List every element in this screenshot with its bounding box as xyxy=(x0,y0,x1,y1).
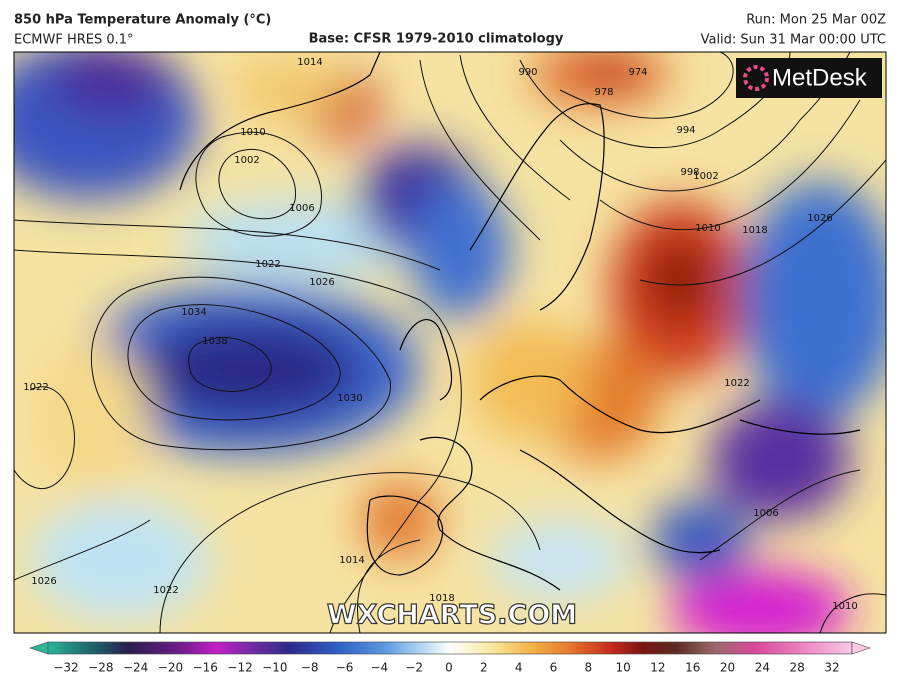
colorbar-label: 24 xyxy=(755,661,770,675)
colorbar-arrow xyxy=(29,641,49,655)
colorbar-label: 20 xyxy=(720,661,735,675)
map: 1014 990 974 978 994 998 1002 1010 1002 … xyxy=(14,52,886,633)
isobar-label: 1018 xyxy=(742,225,767,236)
colorbar-label: 32 xyxy=(824,661,839,675)
isobar-label: 1022 xyxy=(724,378,749,389)
run: Run: Mon 25 Mar 00Z xyxy=(746,13,886,28)
colorbar-label: 6 xyxy=(550,661,558,675)
valid: Valid: Sun 31 Mar 00:00 UTC xyxy=(701,33,886,48)
isobar-label: 1034 xyxy=(181,307,206,318)
isobar-label: 978 xyxy=(594,87,613,98)
colorbar-bar xyxy=(47,641,853,655)
colorbar-label: −8 xyxy=(301,661,319,675)
colorbar-label: −16 xyxy=(193,661,218,675)
isobar-label: 1018 xyxy=(429,593,454,604)
colorbar-label: −28 xyxy=(88,661,113,675)
colorbar-label: 10 xyxy=(615,661,630,675)
isobar-label: 1002 xyxy=(693,171,718,182)
isobar-label: 1010 xyxy=(240,127,265,138)
logo-icon xyxy=(743,65,769,91)
isobar-label: 974 xyxy=(628,67,647,78)
isobar-label: 994 xyxy=(676,125,695,136)
isobar-label: 1038 xyxy=(202,336,227,347)
colorbar-label: −2 xyxy=(405,661,423,675)
isobar-label: 998 xyxy=(680,167,699,178)
colorbar-label: 8 xyxy=(584,661,592,675)
isobar-label: 1030 xyxy=(337,393,362,404)
isobar-label: 1014 xyxy=(339,555,364,566)
isobar-label: 1022 xyxy=(255,259,280,270)
title: 850 hPa Temperature Anomaly (°C) xyxy=(14,13,271,28)
map-frame xyxy=(13,51,887,634)
colorbar-label: 28 xyxy=(790,661,805,675)
isobar-label: 990 xyxy=(518,67,537,78)
isobar-labels: 1014 990 974 978 994 998 1002 1010 1002 … xyxy=(23,57,857,612)
colorbar-label: −6 xyxy=(336,661,354,675)
colorbar-label: −12 xyxy=(227,661,252,675)
logo-box xyxy=(736,58,882,98)
base: Base: CFSR 1979-2010 climatology xyxy=(309,32,564,47)
colorbar-label: 12 xyxy=(650,661,665,675)
isobar-label: 1006 xyxy=(289,203,314,214)
isobar-label: 1026 xyxy=(807,213,832,224)
isobar-label: 1014 xyxy=(297,57,322,68)
model: ECMWF HRES 0.1° xyxy=(14,33,134,48)
isobar-label: 1022 xyxy=(23,382,48,393)
colorbar: −32 −28 −24 −20 −16 −12 −10 −8 −6 −4 −2 0 2 4 6 8 10 12 16… xyxy=(29,641,871,675)
watermark: WXCHARTS.COM xyxy=(327,600,577,631)
colorbar-label: 4 xyxy=(515,661,523,675)
isobar-label: 1022 xyxy=(153,585,178,596)
colorbar-label: −32 xyxy=(53,661,78,675)
colorbar-label: 16 xyxy=(685,661,700,675)
isobar-label: 1010 xyxy=(832,601,857,612)
colorbar-label: 2 xyxy=(480,661,488,675)
logo: MetDesk xyxy=(772,64,868,91)
colorbar-label: 0 xyxy=(445,661,453,675)
colorbar-label: −24 xyxy=(123,661,148,675)
isobar-label: 1006 xyxy=(753,508,778,519)
colorbar-arrow xyxy=(851,641,871,655)
isobar-label: 1002 xyxy=(234,155,259,166)
colorbar-label: −20 xyxy=(158,661,183,675)
isobar-label: 1026 xyxy=(31,576,56,587)
colorbar-labels: −32 −28 −24 −20 −16 −12 −10 −8 −6 −4 −2 0 2 4 6 8 10 12 16… xyxy=(53,661,839,675)
isobar-label: 1010 xyxy=(695,223,720,234)
colorbar-label: −4 xyxy=(371,661,389,675)
colorbar-label: −10 xyxy=(262,661,287,675)
isobar-label: 1026 xyxy=(309,277,334,288)
